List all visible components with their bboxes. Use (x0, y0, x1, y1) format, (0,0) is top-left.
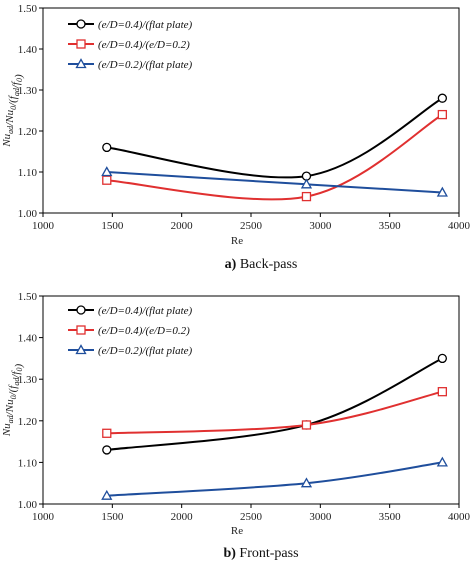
y-tick-label: 1.40 (18, 44, 38, 56)
data-point-s3-3 (436, 186, 448, 197)
y-axis-label: Nuad/Nu0/(fad/f0) (1, 364, 25, 438)
legend-marker-3 (75, 344, 87, 355)
legend-label-3: (e/D=0.2)/(flat plate) (98, 59, 193, 71)
data-point-s3-1 (101, 489, 113, 500)
legend-marker-3 (75, 58, 87, 69)
y-tick-label: 1.10 (18, 457, 38, 469)
data-point-s1-3 (437, 93, 448, 103)
x-tick-label: 3000 (309, 511, 332, 523)
data-point-s2-2 (301, 191, 312, 202)
data-point-s2-3 (437, 387, 448, 397)
data-point-s3-2 (300, 477, 313, 488)
y-tick-label: 1.20 (18, 126, 38, 138)
y-tick-label: 1.30 (18, 85, 38, 97)
y-axis-label: Nuad/Nu0/(fad/f0) (1, 74, 25, 148)
panel-caption: a) Back-pass (225, 257, 298, 272)
x-tick-label: 1000 (32, 511, 55, 523)
data-point-s3-3 (436, 456, 448, 467)
series-line-3 (106, 171, 443, 194)
x-tick-label: 1500 (101, 220, 124, 232)
caption-tag: b) (223, 546, 239, 561)
x-tick-label: 3000 (309, 220, 332, 232)
data-point-s2-1 (102, 175, 112, 185)
legend-marker-2 (76, 39, 86, 49)
caption-text: Back-pass (240, 257, 298, 272)
data-point-s2-2 (301, 420, 312, 430)
y-tick-label: 1.40 (18, 333, 38, 345)
chart-panel-b: 1000 1500 2000 2500 3000 3500 4000 1.00 1.10 1.20… (1, 291, 471, 561)
data-point-s2-3 (437, 109, 448, 120)
caption-text: Front-pass (239, 546, 298, 561)
chart-panel-a: 1000 1500 2000 2500 3000 3500 4000 1.00 1.10 1.20… (1, 3, 471, 272)
data-point-s1-3 (437, 353, 448, 364)
x-axis-label: Re (231, 235, 243, 247)
y-tick-label: 1.30 (18, 374, 38, 386)
y-tick-label: 1.50 (18, 3, 38, 15)
legend-marker-1 (76, 19, 86, 29)
legend-label-1: (e/D=0.4)/(flat plate) (98, 305, 193, 317)
y-tick-label: 1.10 (18, 167, 38, 179)
series-line-3 (106, 461, 443, 497)
data-point-s3-2 (300, 178, 313, 189)
y-tick-label: 1.00 (18, 499, 38, 511)
caption-tag: a) (225, 257, 240, 272)
y-tick-label: 1.00 (18, 208, 38, 220)
x-axis-label: Re (231, 525, 243, 537)
legend-label-2: (e/D=0.4)/(e/D=0.2) (98, 325, 190, 337)
x-tick-label: 2000 (171, 220, 194, 232)
x-tick-label: 2500 (240, 511, 263, 523)
legend-label-1: (e/D=0.4)/(flat plate) (98, 19, 193, 31)
panel-caption: b) Front-pass (223, 546, 298, 561)
series-line-1 (106, 357, 443, 451)
x-tick-label: 3500 (379, 511, 402, 523)
data-point-s1-1 (102, 445, 112, 455)
data-point-s1-1 (102, 142, 112, 153)
series-line-1 (106, 97, 443, 179)
x-tick-label: 4000 (448, 511, 471, 523)
x-tick-label: 1000 (32, 220, 55, 232)
data-point-s3-1 (101, 166, 113, 177)
x-tick-label: 3500 (379, 220, 402, 232)
x-tick-label: 4000 (448, 220, 471, 232)
legend-marker-1 (76, 305, 86, 315)
data-point-s2-1 (102, 428, 112, 438)
legend-label-3: (e/D=0.2)/(flat plate) (98, 345, 193, 357)
x-tick-label: 2500 (240, 220, 263, 232)
y-tick-label: 1.20 (18, 416, 38, 428)
legend-label-2: (e/D=0.4)/(e/D=0.2) (98, 39, 190, 51)
series-line-2 (106, 390, 443, 435)
x-tick-label: 2000 (171, 511, 194, 523)
legend-marker-2 (76, 325, 86, 335)
x-tick-label: 1500 (101, 511, 124, 523)
y-tick-label: 1.50 (18, 291, 38, 303)
